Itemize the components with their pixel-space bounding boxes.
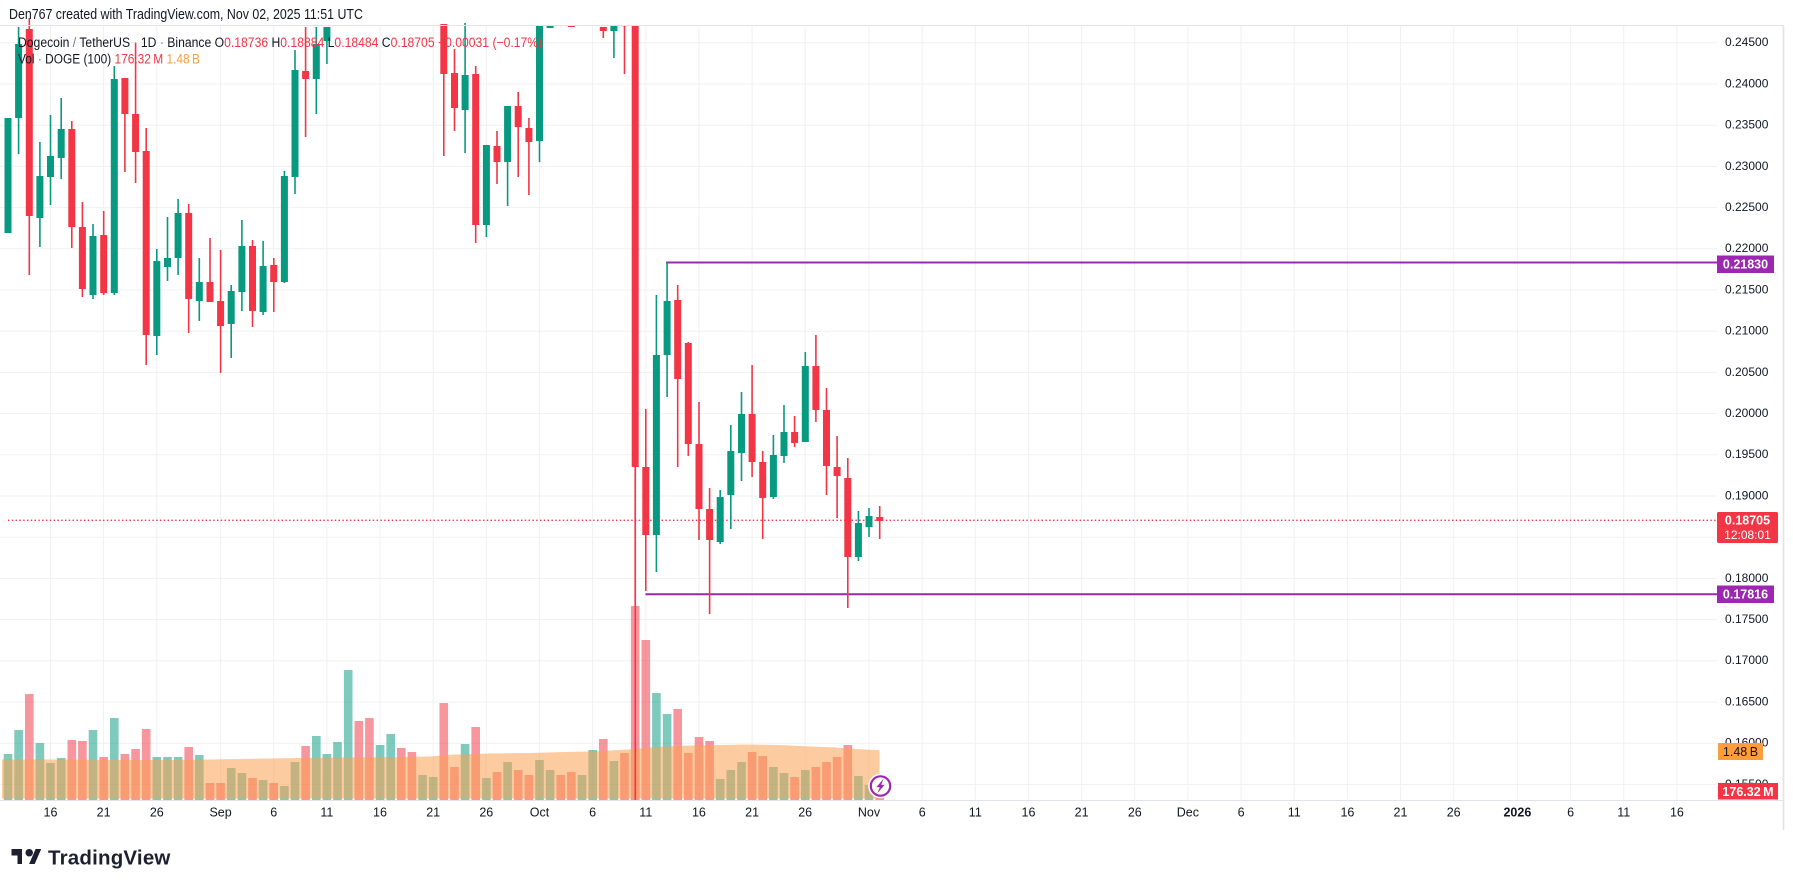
svg-text:0.17000: 0.17000	[1725, 653, 1769, 667]
svg-text:0.18705: 0.18705	[1725, 514, 1770, 528]
svg-text:16: 16	[1670, 806, 1684, 820]
svg-text:0.21500: 0.21500	[1725, 282, 1769, 296]
svg-text:Dec: Dec	[1177, 806, 1199, 820]
svg-text:26: 26	[1447, 806, 1461, 820]
svg-text:26: 26	[479, 806, 493, 820]
svg-text:16: 16	[1022, 806, 1036, 820]
svg-text:11: 11	[1288, 806, 1301, 820]
svg-text:6: 6	[589, 806, 596, 820]
svg-text:11: 11	[639, 806, 652, 820]
svg-text:Den767 created with TradingVie: Den767 created with TradingView.com, Nov…	[9, 6, 363, 22]
svg-text:2026: 2026	[1503, 806, 1531, 820]
svg-text:1.48 B: 1.48 B	[1723, 745, 1758, 759]
svg-text:0.21830: 0.21830	[1723, 258, 1768, 272]
svg-text:0.17816: 0.17816	[1723, 588, 1768, 602]
svg-text:0.24000: 0.24000	[1725, 76, 1769, 90]
svg-text:0.22000: 0.22000	[1725, 241, 1769, 255]
svg-text:Vol · DOGE (100) 176.32 M 1.: Vol · DOGE (100) 176.32 M 1.48 B	[18, 51, 200, 67]
svg-text:21: 21	[426, 806, 440, 820]
svg-text:0.20500: 0.20500	[1725, 365, 1769, 379]
svg-text:21: 21	[97, 806, 111, 820]
svg-text:0.24500: 0.24500	[1725, 35, 1769, 49]
svg-text:12:08:01: 12:08:01	[1724, 528, 1771, 542]
svg-text:0.16500: 0.16500	[1725, 694, 1769, 708]
svg-text:16: 16	[373, 806, 387, 820]
svg-text:16: 16	[44, 806, 58, 820]
svg-text:21: 21	[1394, 806, 1408, 820]
svg-text:0.17500: 0.17500	[1725, 612, 1769, 626]
svg-text:0.21000: 0.21000	[1725, 324, 1769, 338]
svg-text:11: 11	[320, 806, 333, 820]
svg-text:0.22500: 0.22500	[1725, 200, 1769, 214]
svg-text:11: 11	[1617, 806, 1630, 820]
svg-text:11: 11	[969, 806, 982, 820]
svg-text:Sep: Sep	[209, 806, 231, 820]
svg-text:6: 6	[270, 806, 277, 820]
svg-text:TradingView: TradingView	[48, 847, 171, 870]
svg-text:26: 26	[798, 806, 812, 820]
svg-text:21: 21	[745, 806, 759, 820]
svg-text:0.23000: 0.23000	[1725, 159, 1769, 173]
svg-text:6: 6	[1567, 806, 1574, 820]
svg-text:6: 6	[919, 806, 926, 820]
svg-text:Dogecoin / TetherUS · 1D · Bin: Dogecoin / TetherUS · 1D · Binance O0.18…	[18, 34, 542, 50]
svg-text:0.23500: 0.23500	[1725, 118, 1769, 132]
svg-text:0.18000: 0.18000	[1725, 571, 1769, 585]
svg-text:16: 16	[1340, 806, 1354, 820]
svg-text:16: 16	[692, 806, 706, 820]
svg-text:26: 26	[1128, 806, 1142, 820]
svg-text:0.19000: 0.19000	[1725, 488, 1769, 502]
svg-text:26: 26	[150, 806, 164, 820]
svg-text:0.19500: 0.19500	[1725, 447, 1769, 461]
svg-text:Oct: Oct	[530, 806, 550, 820]
svg-text:176.32 M: 176.32 M	[1722, 785, 1773, 799]
svg-text:21: 21	[1075, 806, 1089, 820]
svg-text:6: 6	[1238, 806, 1245, 820]
svg-text:0.20000: 0.20000	[1725, 406, 1769, 420]
svg-text:Nov: Nov	[858, 806, 881, 820]
